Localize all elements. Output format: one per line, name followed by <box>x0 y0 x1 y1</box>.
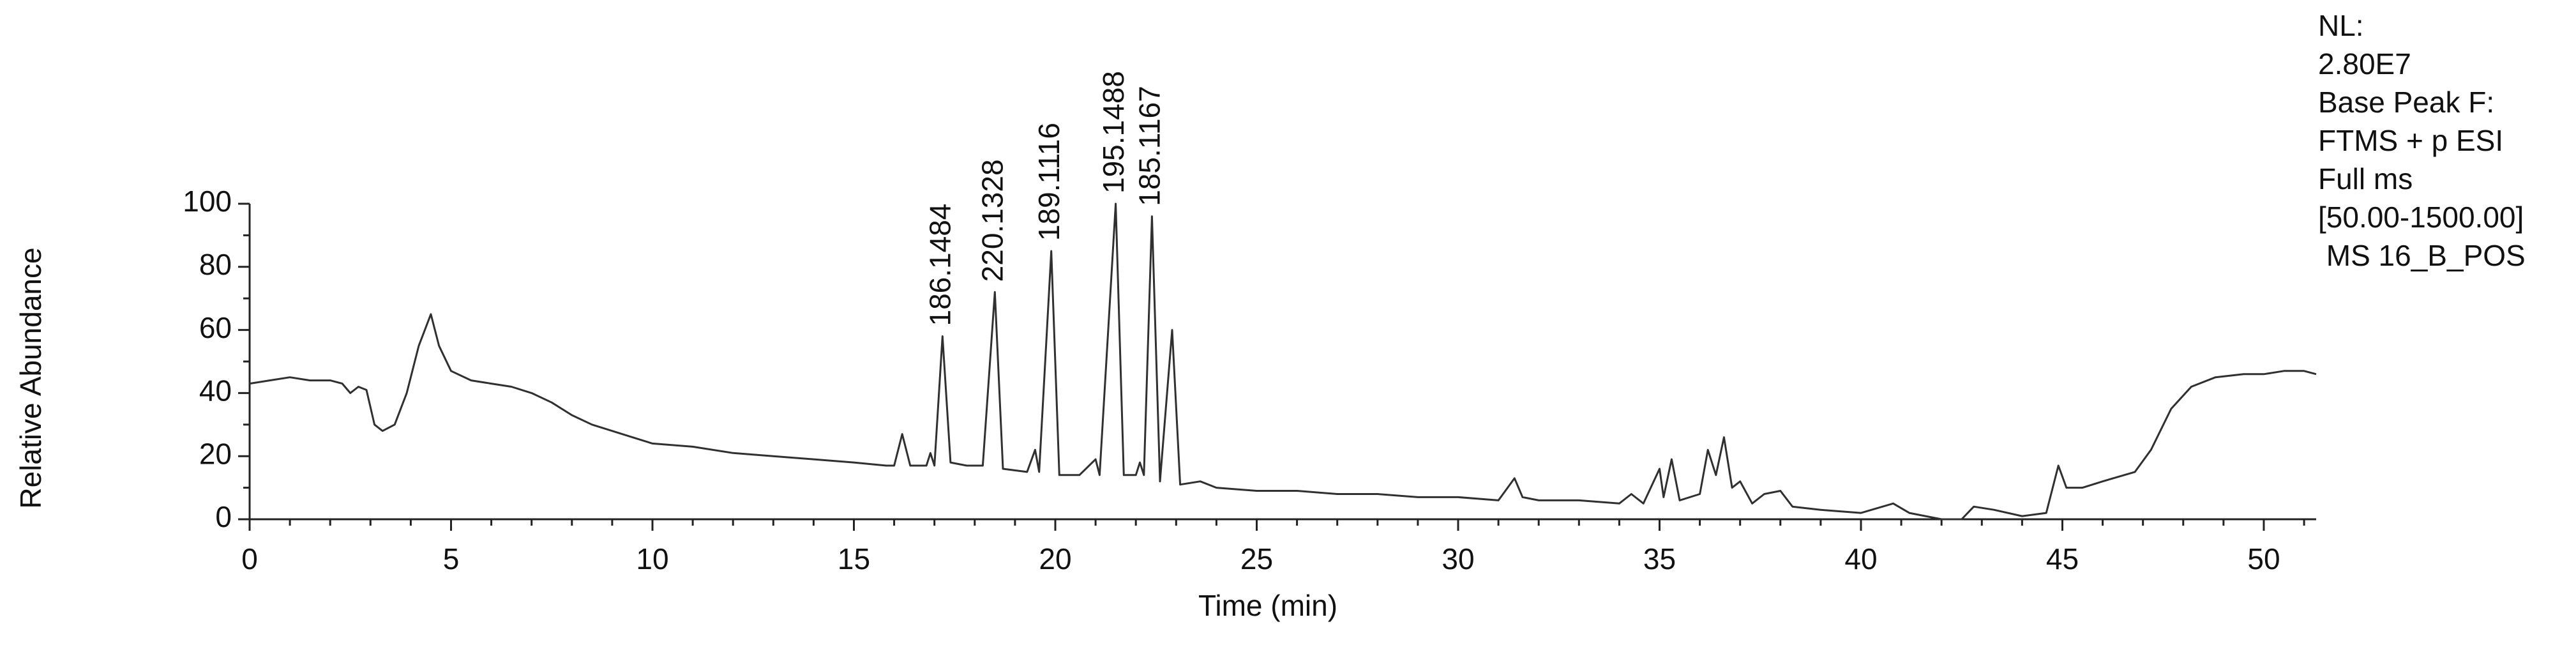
y-tick-label: 40 <box>199 374 232 407</box>
y-tick-label: 80 <box>199 248 232 281</box>
x-axis-label: Time (min) <box>1198 589 1337 622</box>
info-line: Full ms <box>2318 162 2413 195</box>
y-tick-label: 20 <box>199 437 232 470</box>
peak-label: 186.1484 <box>923 204 956 326</box>
info-line: Base Peak F: <box>2318 86 2494 119</box>
x-tick-label: 10 <box>636 542 668 575</box>
x-tick-label: 50 <box>2247 542 2280 575</box>
peak-label: 195.1488 <box>1097 71 1130 194</box>
y-tick-label: 100 <box>183 185 232 218</box>
x-tick-label: 20 <box>1039 542 1071 575</box>
x-tick-label: 0 <box>241 542 258 575</box>
info-line: FTMS + p ESI <box>2318 124 2503 157</box>
y-tick-label: 0 <box>215 500 232 533</box>
y-axis-label: Relative Abundance <box>14 247 47 508</box>
x-tick-label: 35 <box>1643 542 1676 575</box>
y-tick-label: 60 <box>199 311 232 344</box>
peak-label: 185.1167 <box>1133 86 1166 206</box>
info-line: [50.00-1500.00] <box>2318 201 2524 234</box>
x-tick-label: 40 <box>1844 542 1877 575</box>
x-tick-label: 25 <box>1240 542 1273 575</box>
info-line: 2.80E7 <box>2318 47 2411 80</box>
trace <box>249 202 2317 521</box>
x-tick-label: 45 <box>2046 542 2079 575</box>
x-tick-label: 15 <box>838 542 870 575</box>
peak-label: 220.1328 <box>975 159 1009 282</box>
info-line: NL: <box>2318 9 2364 42</box>
x-tick-label: 5 <box>443 542 460 575</box>
peak-label: 189.1116 <box>1032 123 1066 241</box>
info-line: MS 16_B_POS <box>2318 239 2526 272</box>
x-tick-label: 30 <box>1442 542 1474 575</box>
